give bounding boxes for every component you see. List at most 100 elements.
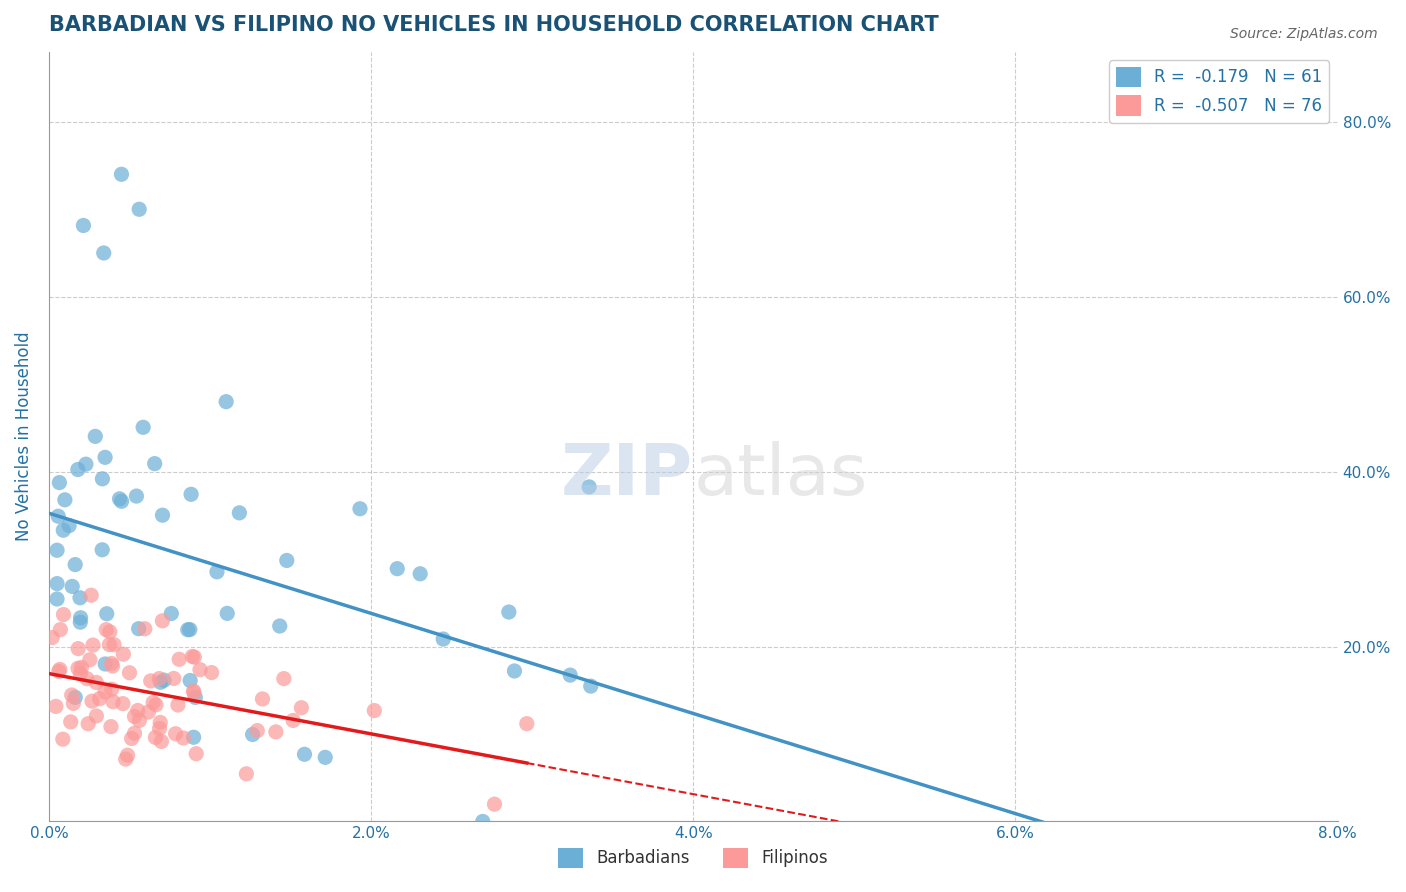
Filipinos bbox=[118, 665, 141, 680]
Filipinos bbox=[52, 732, 75, 747]
Filipinos bbox=[172, 731, 194, 745]
Filipinos bbox=[165, 727, 187, 741]
Filipinos bbox=[252, 692, 274, 706]
Text: BARBADIAN VS FILIPINO NO VEHICLES IN HOUSEHOLD CORRELATION CHART: BARBADIAN VS FILIPINO NO VEHICLES IN HOU… bbox=[49, 15, 939, 35]
Barbadians bbox=[72, 219, 94, 233]
Filipinos bbox=[134, 622, 156, 636]
Filipinos bbox=[69, 666, 91, 681]
Barbadians bbox=[269, 619, 291, 633]
Barbadians bbox=[579, 679, 602, 693]
Barbadians bbox=[108, 491, 131, 506]
Filipinos bbox=[138, 705, 160, 719]
Filipinos bbox=[79, 653, 101, 667]
Y-axis label: No Vehicles in Household: No Vehicles in Household bbox=[15, 332, 32, 541]
Barbadians bbox=[498, 605, 520, 619]
Filipinos bbox=[96, 623, 118, 637]
Filipinos bbox=[273, 672, 295, 686]
Barbadians bbox=[96, 607, 118, 621]
Filipinos bbox=[98, 624, 121, 639]
Filipinos bbox=[124, 709, 146, 723]
Filipinos bbox=[283, 714, 305, 728]
Filipinos bbox=[201, 665, 224, 680]
Filipinos bbox=[60, 688, 83, 702]
Filipinos bbox=[101, 659, 124, 673]
Filipinos bbox=[163, 672, 186, 686]
Barbadians bbox=[128, 202, 150, 217]
Filipinos bbox=[121, 731, 143, 746]
Barbadians bbox=[58, 518, 80, 533]
Filipinos bbox=[100, 720, 122, 734]
Filipinos bbox=[128, 714, 150, 728]
Filipinos bbox=[117, 748, 139, 763]
Barbadians bbox=[143, 457, 166, 471]
Filipinos bbox=[100, 682, 122, 697]
Barbadians bbox=[177, 623, 200, 637]
Barbadians bbox=[84, 429, 107, 443]
Filipinos bbox=[186, 747, 208, 761]
Filipinos bbox=[103, 638, 125, 652]
Barbadians bbox=[578, 480, 600, 494]
Barbadians bbox=[75, 457, 97, 471]
Filipinos bbox=[62, 697, 84, 711]
Filipinos bbox=[167, 652, 190, 666]
Barbadians bbox=[409, 566, 432, 581]
Text: atlas: atlas bbox=[693, 441, 868, 509]
Barbadians bbox=[242, 727, 264, 741]
Barbadians bbox=[179, 673, 201, 688]
Barbadians bbox=[46, 576, 69, 591]
Filipinos bbox=[59, 714, 82, 729]
Filipinos bbox=[149, 715, 172, 730]
Barbadians bbox=[91, 542, 114, 557]
Filipinos bbox=[114, 752, 136, 766]
Filipinos bbox=[183, 650, 205, 665]
Filipinos bbox=[264, 724, 287, 739]
Filipinos bbox=[94, 685, 117, 699]
Filipinos bbox=[45, 699, 67, 714]
Filipinos bbox=[52, 607, 75, 622]
Barbadians bbox=[228, 506, 250, 520]
Filipinos bbox=[152, 614, 174, 628]
Filipinos bbox=[139, 673, 162, 688]
Filipinos bbox=[84, 675, 107, 690]
Barbadians bbox=[48, 475, 70, 490]
Barbadians bbox=[471, 814, 494, 829]
Filipinos bbox=[112, 647, 135, 661]
Filipinos bbox=[363, 704, 385, 718]
Filipinos bbox=[111, 697, 134, 711]
Text: ZIP: ZIP bbox=[561, 441, 693, 509]
Text: Source: ZipAtlas.com: Source: ZipAtlas.com bbox=[1230, 27, 1378, 41]
Barbadians bbox=[160, 607, 183, 621]
Barbadians bbox=[349, 501, 371, 516]
Filipinos bbox=[82, 638, 104, 652]
Barbadians bbox=[63, 690, 86, 705]
Filipinos bbox=[167, 698, 190, 712]
Filipinos bbox=[124, 726, 146, 740]
Filipinos bbox=[188, 663, 211, 677]
Barbadians bbox=[94, 657, 117, 671]
Barbadians bbox=[180, 487, 202, 501]
Filipinos bbox=[148, 672, 170, 686]
Filipinos bbox=[76, 672, 98, 686]
Filipinos bbox=[148, 722, 170, 736]
Barbadians bbox=[110, 167, 132, 181]
Legend: R =  -0.179   N = 61, R =  -0.507   N = 76: R = -0.179 N = 61, R = -0.507 N = 76 bbox=[1109, 60, 1329, 122]
Filipinos bbox=[98, 638, 121, 652]
Barbadians bbox=[503, 664, 526, 678]
Filipinos bbox=[101, 695, 124, 709]
Barbadians bbox=[53, 492, 76, 507]
Barbadians bbox=[153, 673, 176, 688]
Filipinos bbox=[66, 661, 89, 675]
Filipinos bbox=[142, 696, 165, 710]
Barbadians bbox=[52, 523, 75, 537]
Barbadians bbox=[69, 591, 91, 605]
Filipinos bbox=[290, 700, 312, 714]
Barbadians bbox=[46, 509, 69, 524]
Barbadians bbox=[94, 450, 117, 465]
Barbadians bbox=[560, 668, 582, 682]
Filipinos bbox=[80, 694, 103, 708]
Filipinos bbox=[86, 709, 108, 723]
Barbadians bbox=[63, 558, 86, 572]
Barbadians bbox=[93, 246, 115, 260]
Barbadians bbox=[294, 747, 316, 762]
Filipinos bbox=[181, 649, 204, 664]
